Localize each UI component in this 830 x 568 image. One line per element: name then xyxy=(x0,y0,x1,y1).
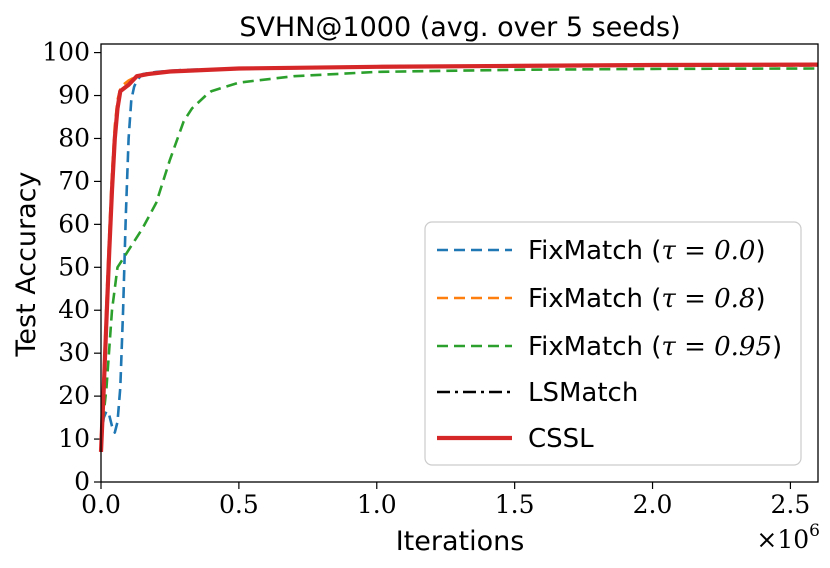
legend-box xyxy=(424,221,802,466)
x-axis-multiplier: ×106 xyxy=(756,521,820,554)
y-tick-label: 0 xyxy=(74,467,90,496)
y-tick-label: 10 xyxy=(58,424,90,453)
series-line-5 xyxy=(98,62,819,452)
y-tick-label: 40 xyxy=(58,295,90,324)
legend-label-5: CSSL xyxy=(528,424,594,454)
y-tick-label: 100 xyxy=(42,38,90,67)
x-tick-label: 0.0 xyxy=(81,490,121,519)
legend-label-2: FixMatch (τ = 0.8) xyxy=(528,284,766,314)
legend-label-math: τ = 0.8 xyxy=(661,284,755,314)
legend-label-suffix: ) xyxy=(772,332,782,362)
legend-label-text: CSSL xyxy=(528,424,594,454)
x-axis-multiplier-exponent: 6 xyxy=(809,521,820,541)
y-axis-label: Test Accuracy xyxy=(11,171,42,357)
x-tick-label: 2.5 xyxy=(771,490,811,519)
legend-label-text: FixMatch ( xyxy=(528,332,661,362)
legend-label-math: τ = 0.0 xyxy=(661,236,755,266)
y-tick-label: 60 xyxy=(58,209,90,238)
plot-frame xyxy=(100,43,819,483)
y-tick-label: 30 xyxy=(58,338,90,367)
legend-label-text: FixMatch ( xyxy=(528,236,661,266)
legend-label-1: FixMatch (τ = 0.0) xyxy=(528,236,766,266)
x-tick-label: 1.0 xyxy=(357,490,397,519)
ticks-layer: 0 10 20 30 40 50 60 70 80 90 100 0.0 0.5 1.0 1.5 2.0 2.5 xyxy=(42,38,810,519)
y-tick-label: 80 xyxy=(58,123,90,152)
y-tick-label: 90 xyxy=(58,81,90,110)
x-tick-label: 2.0 xyxy=(633,490,673,519)
legend-label-math: τ = 0.95 xyxy=(661,332,772,362)
y-tick-label: 20 xyxy=(58,381,90,410)
series-line-3 xyxy=(99,67,819,440)
legend-label-text: FixMatch ( xyxy=(528,284,661,314)
legend-label-text: LSMatch xyxy=(528,378,638,408)
legend-label-suffix: ) xyxy=(755,236,765,266)
y-tick-label: 70 xyxy=(58,166,90,195)
x-axis-label: Iterations xyxy=(396,526,525,557)
legend-label-suffix: ) xyxy=(755,284,765,314)
series-layer xyxy=(98,62,819,452)
legend-label-4: LSMatch xyxy=(528,378,638,408)
x-axis-multiplier-base: ×10 xyxy=(756,525,809,554)
legend-label-3: FixMatch (τ = 0.95) xyxy=(528,332,782,362)
x-tick-label: 0.5 xyxy=(219,490,259,519)
x-tick-label: 1.5 xyxy=(495,490,535,519)
y-tick-label: 50 xyxy=(58,252,90,281)
legend: FixMatch (τ = 0.0)FixMatch (τ = 0.8)FixM… xyxy=(424,221,802,466)
chart-title: SVHN@1000 (avg. over 5 seeds) xyxy=(239,12,680,43)
